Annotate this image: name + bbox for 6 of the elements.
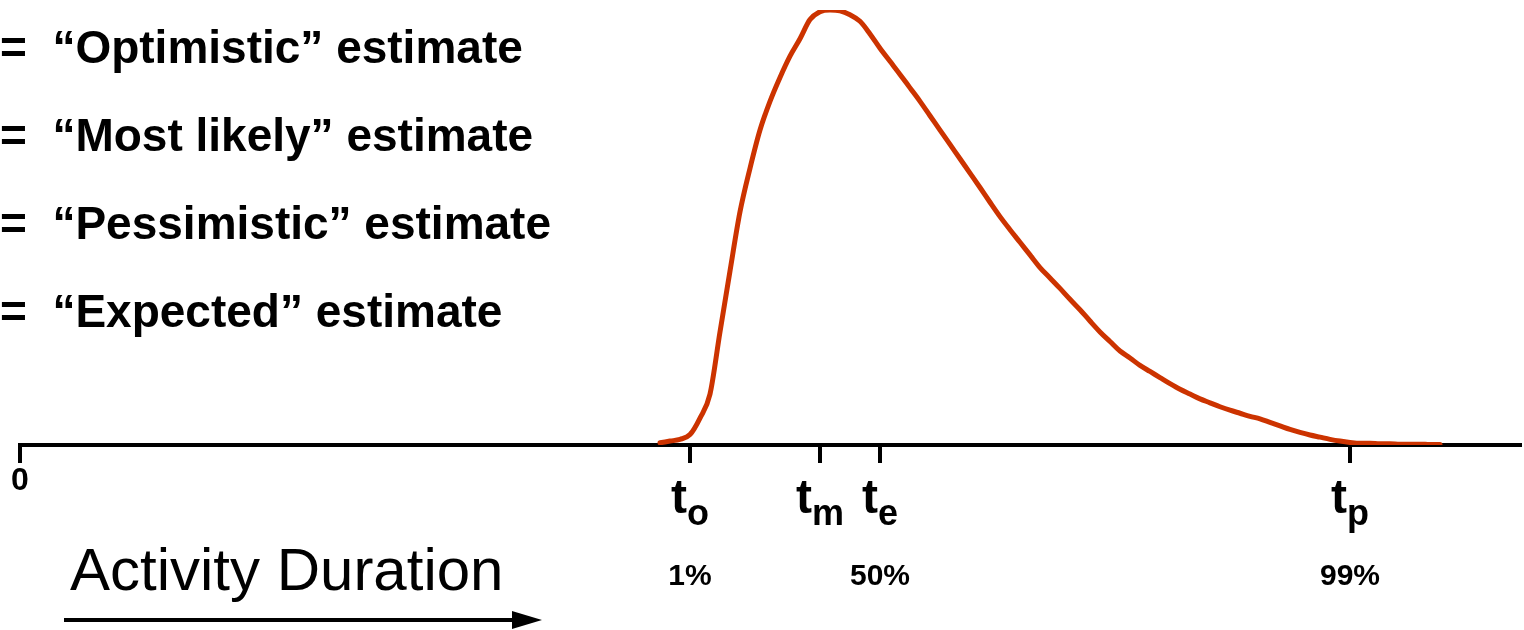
- x-axis-title: Activity Duration: [70, 535, 504, 604]
- annotation: = “Pessimistic” estimate: [0, 196, 552, 250]
- x-tick-label: 0: [11, 460, 29, 497]
- annotation: = “Optimistic” estimate: [0, 20, 523, 74]
- annotation: = “Expected” estimate: [0, 284, 503, 338]
- annotation: = “Most likely” estimate: [0, 108, 534, 162]
